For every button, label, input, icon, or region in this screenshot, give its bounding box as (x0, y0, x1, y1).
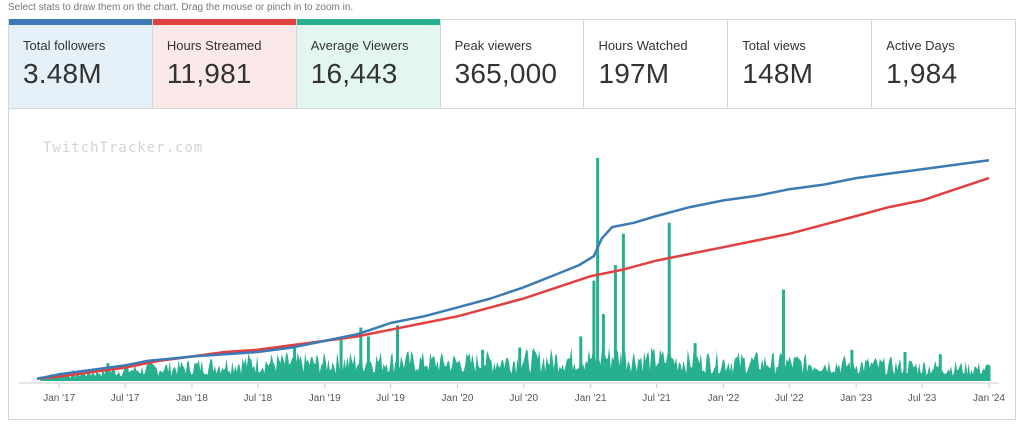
average-viewers-spike (782, 289, 785, 381)
x-tick-label: Jul '17 (111, 393, 140, 404)
x-tick-label: Jan '21 (575, 393, 607, 404)
stat-total-views[interactable]: Total views 148M (728, 19, 873, 108)
x-tick-label: Jul '20 (509, 393, 538, 404)
average-viewers-spike (359, 327, 363, 381)
stat-value: 148M (742, 58, 814, 89)
average-viewers-spike (903, 352, 907, 381)
x-tick-label: Jul '19 (376, 393, 405, 404)
stat-value: 11,981 (166, 58, 252, 89)
x-tick-label: Jul '18 (244, 393, 273, 404)
stat-value: 1,984 (886, 58, 958, 89)
stat-average-viewers[interactable]: Average Viewers 16,443 (296, 19, 441, 108)
chart-watermark: TwitchTracker.com (43, 140, 203, 156)
stats-chart[interactable]: TwitchTracker.com Jan '17 Jul '17 Jan '18 J… (9, 108, 1015, 419)
stat-label: Average Viewers (310, 38, 409, 53)
average-viewers-spike (579, 336, 583, 381)
line-layer (36, 158, 990, 381)
average-viewers-area-layer (40, 158, 991, 382)
x-tick-label: Jan '23 (840, 393, 872, 404)
average-viewers-spike (850, 349, 854, 381)
x-tick-label: Jan '17 (43, 393, 75, 404)
x-axis-ticks: Jan '17 Jul '17 Jan '18 Jul '18 Jan '19 Jul '… (43, 383, 1005, 404)
x-tick-label: Jan '18 (176, 393, 208, 404)
stat-value: 3.48M (23, 58, 102, 89)
x-tick-label: Jul '22 (775, 393, 804, 404)
hours-streamed-line (36, 176, 990, 381)
stat-label: Active Days (886, 38, 955, 53)
average-viewers-spike (621, 233, 625, 381)
stat-label: Hours Watched (598, 38, 688, 53)
average-viewers-spike (601, 314, 605, 381)
chart-panel[interactable]: TwitchTracker.com Jan '17 Jul '17 Jan '18 J… (8, 108, 1016, 420)
stat-label: Total followers (23, 38, 106, 53)
average-viewers-area (40, 346, 991, 381)
stats-row: Total followers 3.48M Hours Streamed 11,… (8, 19, 1016, 109)
stat-peak-viewers[interactable]: Peak viewers 365,000 (440, 19, 585, 108)
x-tick-label: Jul '23 (908, 393, 937, 404)
average-viewers-spike (667, 222, 671, 381)
stat-label: Total views (742, 38, 806, 53)
stat-accent-bar (152, 19, 296, 25)
x-tick-label: Jul '21 (642, 393, 671, 404)
average-viewers-spike (613, 265, 617, 381)
stat-active-days[interactable]: Active Days 1,984 (872, 19, 1016, 108)
x-tick-label: Jan '20 (442, 393, 474, 404)
stat-accent-bar (296, 19, 440, 25)
stat-accent-bar (9, 19, 152, 25)
stat-label: Peak viewers (454, 38, 532, 53)
stat-total-followers[interactable]: Total followers 3.48M (9, 19, 153, 108)
stat-label: Hours Streamed (166, 38, 262, 53)
average-viewers-spike (106, 363, 110, 381)
x-tick-label: Jan '19 (309, 393, 341, 404)
average-viewers-spike (596, 158, 600, 381)
x-tick-label: Jan '22 (707, 393, 739, 404)
total-followers-line (36, 158, 990, 381)
average-viewers-spike (592, 280, 596, 381)
stat-value: 197M (598, 58, 670, 89)
average-viewers-spike (518, 347, 522, 381)
average-viewers-spike (366, 336, 370, 381)
average-viewers-spike (293, 345, 297, 381)
stat-hours-watched[interactable]: Hours Watched 197M (584, 19, 729, 108)
stat-value: 16,443 (310, 58, 398, 89)
x-tick-label: Jan '24 (973, 393, 1005, 404)
average-viewers-spike (693, 343, 697, 381)
stat-value: 365,000 (454, 58, 558, 89)
average-viewers-spike (481, 349, 485, 381)
average-viewers-spike (938, 354, 942, 381)
average-viewers-spike (396, 325, 399, 382)
stat-hours-streamed[interactable]: Hours Streamed 11,981 (152, 19, 297, 108)
chart-hint: Select stats to draw them on the chart. … (8, 2, 354, 13)
average-viewers-spike (339, 338, 343, 381)
